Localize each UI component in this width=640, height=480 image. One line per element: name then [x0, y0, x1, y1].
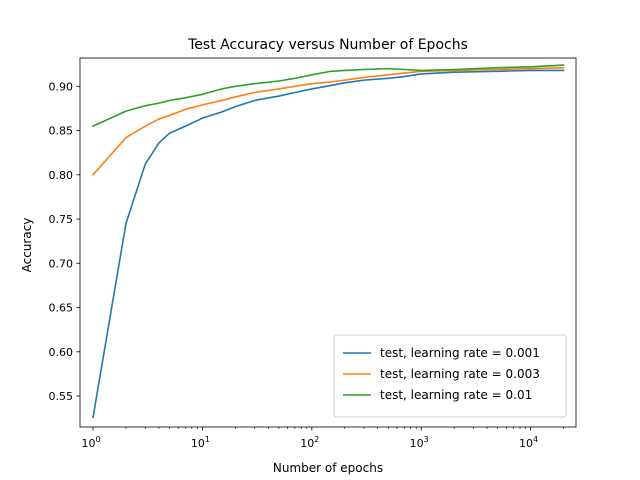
- y-tick-label: 0.60: [49, 346, 74, 359]
- y-tick-label: 0.90: [49, 80, 74, 93]
- series-line-1: [91, 66, 565, 176]
- legend-label-1: test, learning rate = 0.003: [380, 367, 540, 381]
- chart-title: Test Accuracy versus Number of Epochs: [187, 37, 468, 53]
- y-tick-label: 0.75: [49, 213, 74, 226]
- legend-label-0: test, learning rate = 0.001: [380, 346, 540, 360]
- plot-frame: [79, 57, 577, 428]
- series-line-0: [92, 69, 565, 419]
- y-tick-label: 0.85: [49, 125, 74, 138]
- x-tick-label: 102: [300, 435, 319, 450]
- plot-data-area: [91, 64, 565, 419]
- series-line-2: [91, 64, 565, 128]
- x-tick-label: 101: [191, 435, 210, 450]
- legend-label-2: test, learning rate = 0.01: [380, 388, 532, 402]
- legend: test, learning rate = 0.001 test, learnin…: [333, 334, 567, 418]
- x-axis-label: Number of epochs: [273, 461, 383, 475]
- y-tick-label: 0.70: [49, 257, 74, 270]
- y-tick-label: 0.80: [49, 169, 74, 182]
- x-tick-label: 104: [519, 435, 538, 450]
- x-tick-label: 100: [81, 435, 100, 450]
- legend-box: [333, 334, 567, 418]
- y-axis-label: Accuracy: [20, 218, 34, 273]
- x-tick-label: 103: [410, 435, 429, 450]
- y-tick-label: 0.55: [49, 390, 74, 403]
- y-tick-label: 0.65: [49, 302, 74, 315]
- axes: 0.55 0.60 0.65 0.70 0.75 0.80 0.85 0.90 100 101 10…: [49, 57, 577, 450]
